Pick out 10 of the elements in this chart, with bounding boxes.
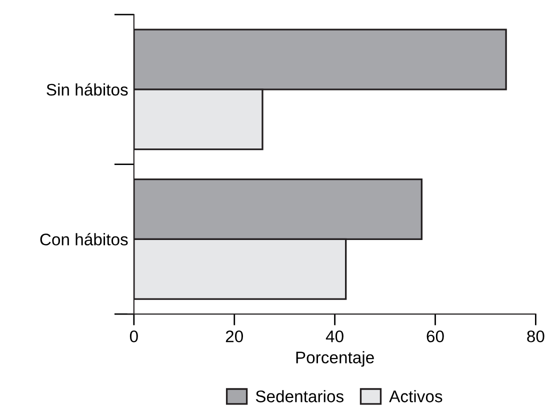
x-axis-title: Porcentaje [296,351,374,367]
x-tick-label: 20 [226,330,243,342]
y-tick-label: Con hábitos [40,232,128,246]
legend-label: Sedentarios [256,390,344,402]
legend-label: Activos [389,390,442,402]
x-tick-label: 40 [326,330,344,342]
x-tick-label: 0 [130,330,138,342]
y-tick-label: Sin hábitos [46,83,128,96]
x-tick-label: 60 [426,330,444,342]
x-tick-label: 80 [527,330,544,342]
